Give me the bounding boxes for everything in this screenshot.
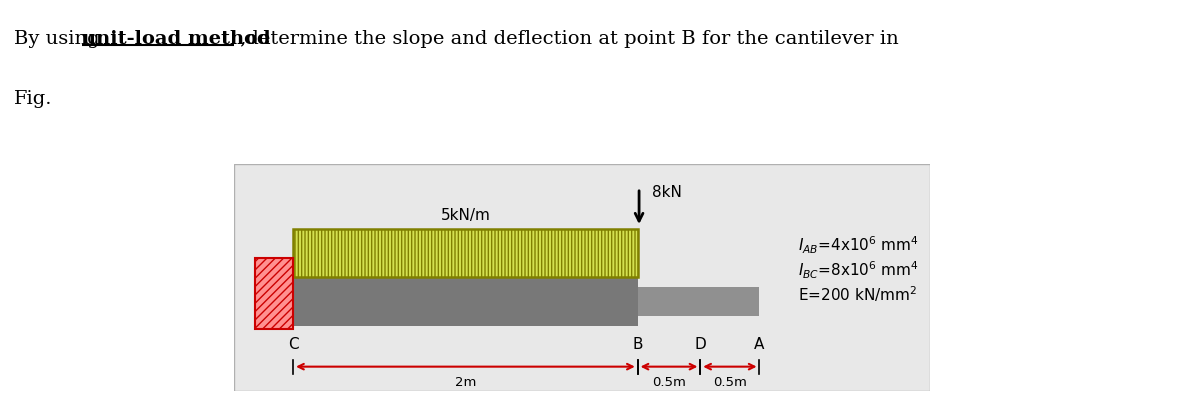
Text: unit-load method: unit-load method: [82, 30, 271, 48]
Text: $I_{AB}$=4x10$^6$ mm$^4$: $I_{AB}$=4x10$^6$ mm$^4$: [798, 235, 918, 257]
Bar: [637, 287, 760, 316]
Bar: [293, 277, 637, 326]
Text: E=200 kN/mm$^2$: E=200 kN/mm$^2$: [798, 284, 917, 304]
Text: ,determine the slope and deflection at point B for the cantilever in: ,determine the slope and deflection at p…: [234, 30, 899, 48]
Text: 2m: 2m: [455, 376, 476, 389]
Text: C: C: [288, 338, 299, 352]
Bar: [293, 229, 637, 277]
Text: $I_{BC}$=8x10$^6$ mm$^4$: $I_{BC}$=8x10$^6$ mm$^4$: [798, 259, 919, 281]
Text: 0.5m: 0.5m: [652, 376, 686, 389]
Text: 5kN/m: 5kN/m: [440, 208, 491, 223]
Text: By using: By using: [14, 30, 106, 48]
Text: A: A: [755, 338, 764, 352]
Bar: [254, 258, 293, 329]
Text: D: D: [695, 338, 706, 352]
Text: 8kN: 8kN: [652, 185, 682, 200]
Text: Fig.: Fig.: [14, 90, 53, 108]
Text: 0.5m: 0.5m: [713, 376, 746, 389]
Text: B: B: [632, 338, 643, 352]
